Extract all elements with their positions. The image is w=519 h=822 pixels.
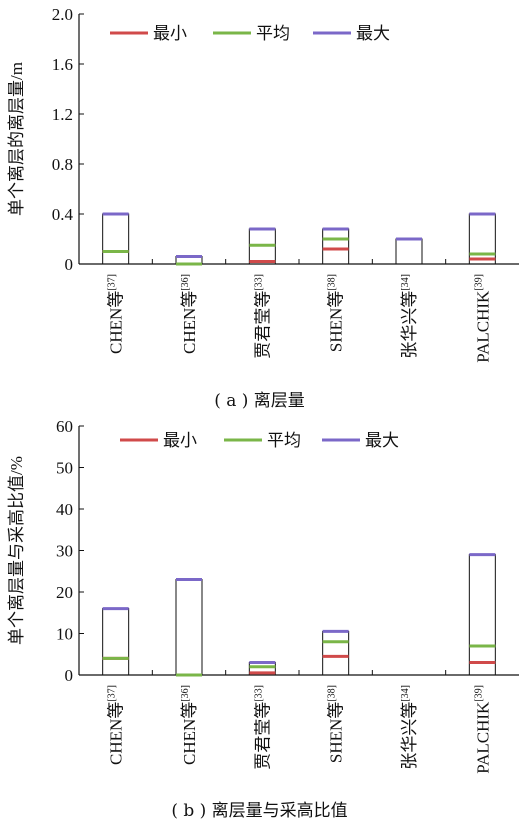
chart-a-y-tick-label: 2.0: [52, 5, 73, 24]
chart-b-x-tick-label-ref: [37]: [107, 685, 118, 702]
chart-a-y-axis-label: 单个离层的离层量/m: [7, 62, 26, 216]
chart-b-x-tick-label-text: SHEN等: [327, 702, 346, 763]
chart-a-x-tick-label-ref: [33]: [253, 274, 264, 291]
chart-a-x-tick-label: SHEN等[38]: [327, 274, 346, 352]
chart-a-svg: 00.40.81.21.62.0单个离层的离层量/mCHEN等[37]CHEN等…: [7, 5, 519, 363]
chart-a-x-tick-label-ref: [37]: [107, 274, 118, 291]
chart-b-x-tick-label: 张华兴等[34]: [400, 685, 419, 770]
chart-a-legend-label: 最小: [153, 24, 187, 43]
chart-b-x-tick-label: CHEN等[37]: [107, 685, 126, 765]
chart-b-x-tick-label-text: CHEN等: [107, 702, 126, 765]
chart-a-x-tick-label-text: SHEN等: [327, 291, 346, 352]
chart-a-y-tick-label: 0.4: [52, 205, 74, 224]
chart-b-svg: 0102030405060单个离层量与采高比值/%CHEN等[37]CHEN等[…: [7, 417, 519, 774]
chart-b-y-tick-label: 10: [56, 625, 73, 644]
chart-b-legend-label: 最大: [365, 431, 399, 450]
chart-b-y-tick-label: 30: [56, 542, 73, 561]
chart-b-x-tick-label-ref: [38]: [327, 685, 338, 702]
chart-b-x-tick-label-ref: [36]: [180, 685, 191, 702]
chart-b-y-tick-label: 50: [56, 459, 73, 478]
chart-b-caption: ( b ) 离层量与采高比值: [171, 801, 348, 821]
chart-b-range-box: [322, 630, 350, 676]
chart-a-x-tick-label-text: CHEN等: [107, 291, 126, 354]
chart-b-x-tick-label: PALCHIK[39]: [473, 685, 492, 774]
chart-a-x-tick-label: CHEN等[37]: [107, 274, 126, 354]
chart-a-range-box: [322, 228, 350, 265]
chart-a-x-tick-label-text: 张华兴等: [400, 291, 419, 359]
chart-a-x-tick-label-ref: [39]: [473, 274, 484, 291]
chart-a-x-tick-label-ref: [38]: [327, 274, 338, 291]
chart-b-x-tick-label: SHEN等[38]: [327, 685, 346, 763]
chart-b-y-tick-label: 20: [56, 583, 73, 602]
chart-b-x-tick-label: CHEN等[36]: [180, 685, 199, 765]
chart-a-x-tick-label: 贾君莹等[33]: [253, 274, 272, 359]
chart-a-x-tick-label-text: 贾君莹等: [253, 291, 272, 359]
chart-panel-b: 0 10 20 30 40 50 60 单个离层量与采高比值/% CHEN等[37] CHEN等[…: [0, 410, 519, 822]
chart-b-x-tick-label: 贾君莹等[33]: [253, 685, 272, 770]
chart-b-range-box: [102, 608, 130, 676]
chart-panel-a: 0 0.4 0.8 1.2 1.6 2.0 单个离层的离层量/m CHEN等[37] CHEN等…: [0, 0, 519, 411]
chart-a-x-tick-label: 张华兴等[34]: [400, 274, 419, 359]
chart-b-y-tick-label: 40: [56, 500, 73, 519]
chart-a-x-tick-label-ref: [34]: [400, 274, 411, 291]
chart-b-x-tick-label-text: 贾君莹等: [253, 702, 272, 770]
chart-b-y-tick-label: 0: [65, 666, 74, 685]
chart-b-legend-label: 平均: [267, 431, 301, 450]
chart-a-x-tick-label-text: CHEN等: [180, 291, 199, 354]
chart-b-x-tick-label-text: PALCHIK: [473, 701, 492, 774]
chart-a-range-box: [468, 213, 496, 265]
chart-a-legend-label: 最大: [356, 24, 390, 43]
chart-b-legend-label: 最小: [163, 431, 197, 450]
chart-a-range-box: [102, 213, 130, 265]
chart-a-x-tick-label: PALCHIK[39]: [473, 274, 492, 363]
chart-a-y-tick-label: 1.6: [52, 55, 73, 74]
chart-a-x-tick-label-ref: [36]: [180, 274, 191, 291]
chart-b-range-box: [175, 579, 203, 676]
chart-b-x-tick-label-text: 张华兴等: [400, 702, 419, 770]
chart-a-y-tick-label: 0: [65, 255, 74, 274]
chart-a-range-box: [395, 238, 423, 265]
chart-a-y-tick-label: 0.8: [52, 155, 73, 174]
chart-b-x-tick-label-ref: [33]: [253, 685, 264, 702]
chart-a-x-tick-label: CHEN等[36]: [180, 274, 199, 354]
chart-b-y-axis-label: 单个离层量与采高比值/%: [7, 456, 26, 645]
chart-a-legend-label: 平均: [256, 24, 290, 43]
chart-b-x-tick-label-ref: [39]: [473, 685, 484, 702]
chart-a-x-tick-label-text: PALCHIK: [473, 290, 492, 363]
chart-b-range-box: [468, 554, 496, 676]
chart-a-caption: ( a ) 离层量: [214, 391, 305, 411]
chart-b-y-tick-label: 60: [56, 417, 73, 436]
chart-a-y-tick-label: 1.2: [52, 105, 73, 124]
chart-b-x-tick-label-ref: [34]: [400, 685, 411, 702]
chart-b-x-tick-label-text: CHEN等: [180, 702, 199, 765]
